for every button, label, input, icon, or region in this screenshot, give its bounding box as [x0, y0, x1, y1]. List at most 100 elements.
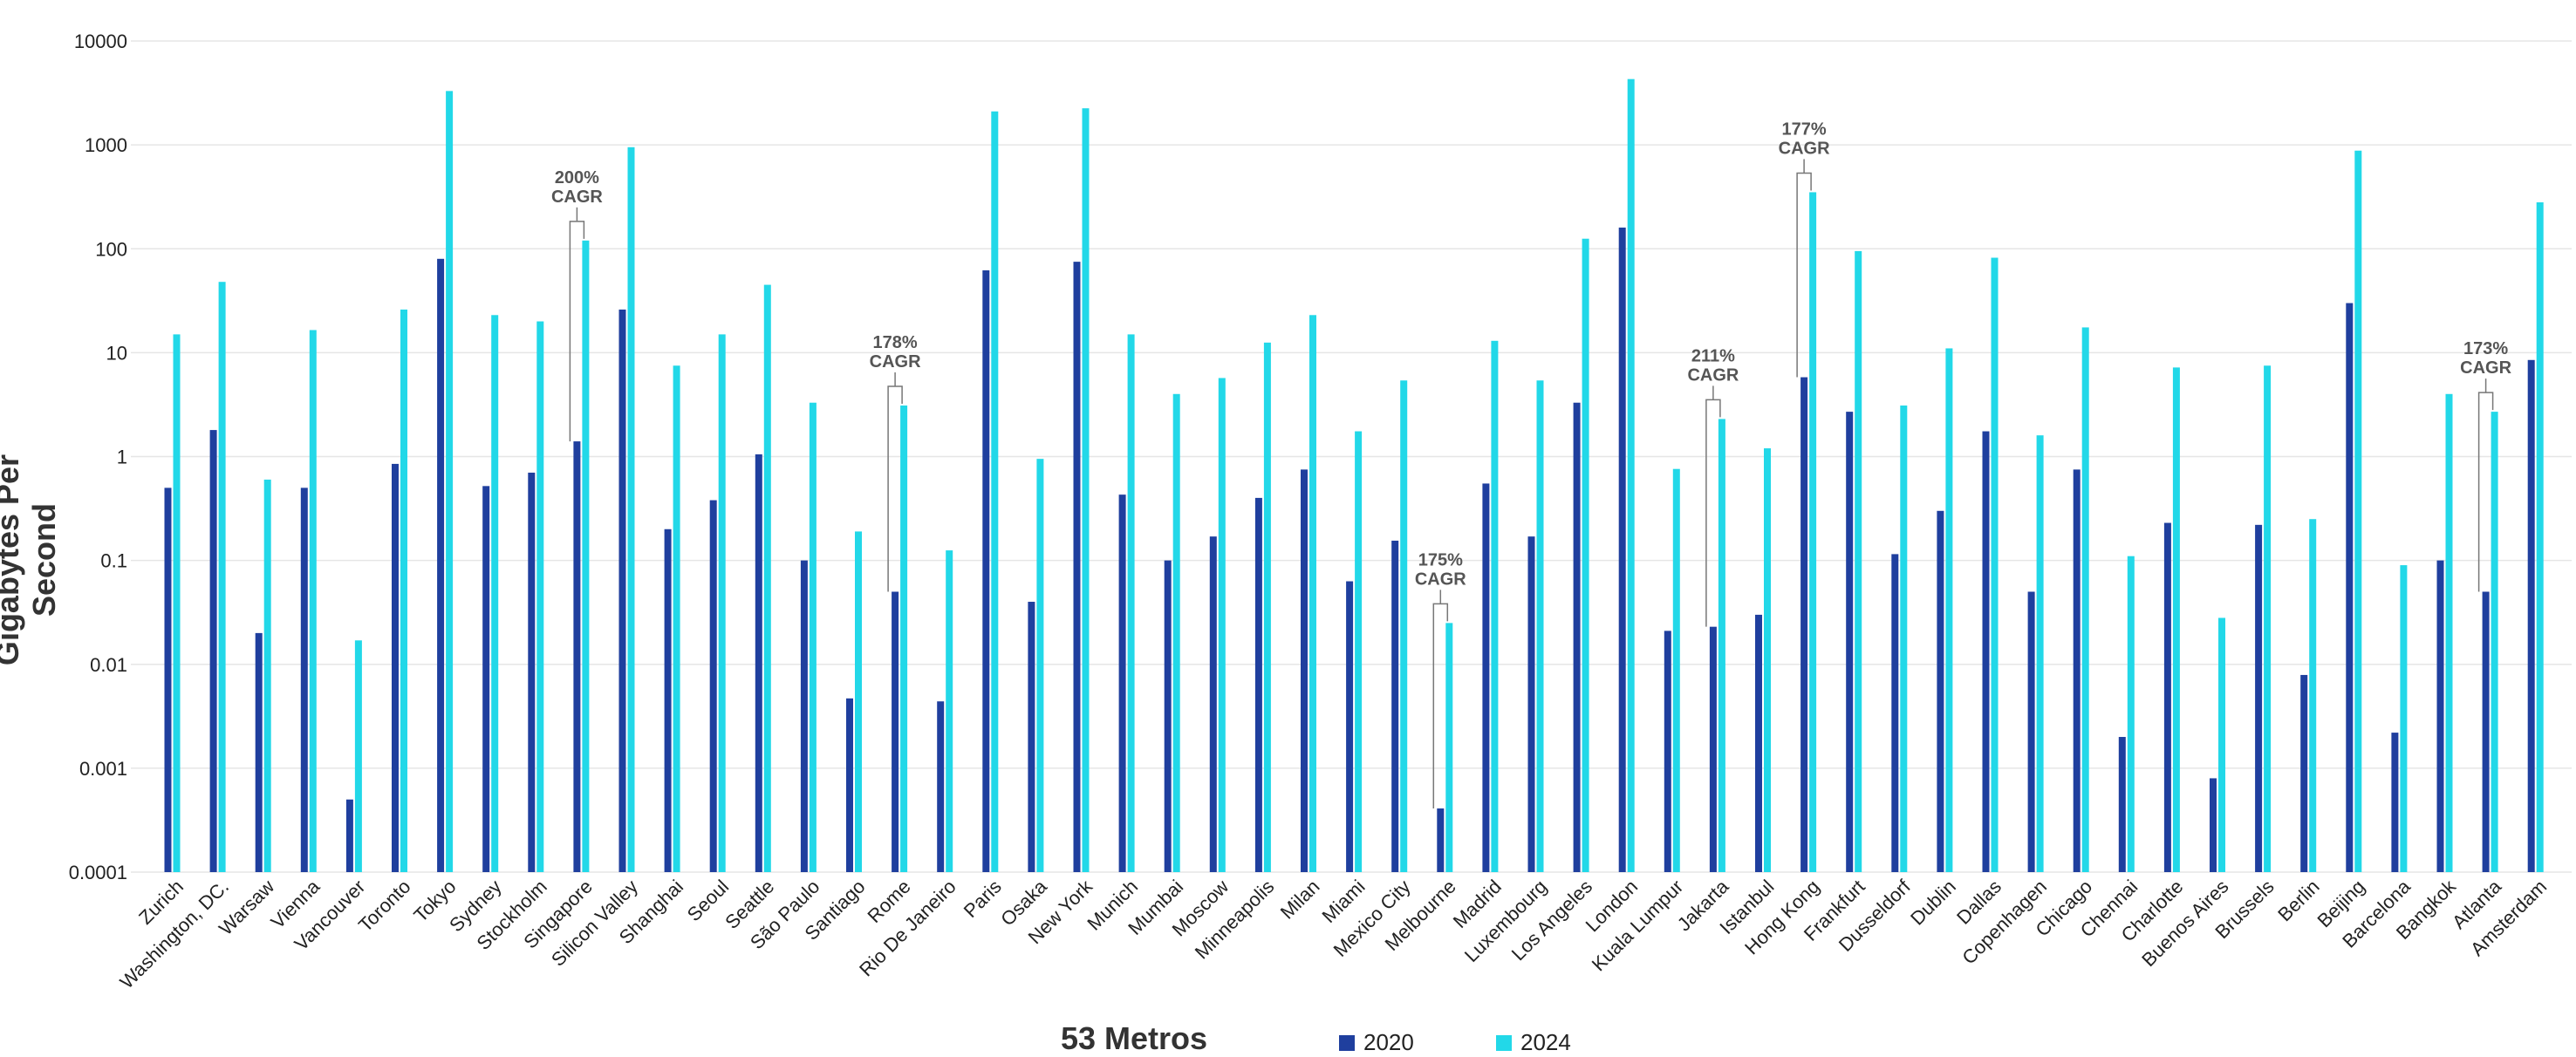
bar-2020 [345, 799, 353, 872]
bar-2020 [1164, 560, 1172, 872]
bar-2024 [1672, 468, 1680, 872]
x-tick-label: Toronto [354, 876, 415, 937]
bar-2024 [218, 282, 226, 872]
bar-2020 [1028, 602, 1035, 872]
bar-2024 [946, 550, 953, 872]
bar-2024 [582, 240, 590, 873]
bar-2020 [1937, 510, 1944, 872]
legend-item-2020: 2020 [1339, 1029, 1414, 1056]
cagr-label: CAGR [1779, 139, 1830, 158]
cagr-label: CAGR [551, 188, 603, 207]
bar-2024 [1945, 348, 1953, 872]
legend-item-2024: 2024 [1496, 1029, 1571, 1056]
bar-2020 [1891, 554, 1899, 872]
bar-2024 [446, 91, 454, 872]
bar-2024 [1900, 405, 1908, 872]
bar-2020 [2527, 359, 2535, 872]
bar-2024 [354, 640, 362, 872]
bar-2020 [892, 591, 899, 872]
cagr-label: CAGR [2460, 358, 2511, 378]
bar-2024 [309, 330, 317, 872]
bar-2024 [627, 147, 635, 872]
y-axis-ticks: 0.0001 0.001 0.01 0.1 1 10 100 1000 10000 [69, 31, 127, 883]
cagr-annotation: 175%CAGR [1415, 550, 1466, 809]
cagr-bracket [1705, 399, 1721, 627]
bar-2024 [1263, 342, 1271, 873]
bar-2020 [1346, 581, 1354, 872]
bar-2020 [1573, 402, 1581, 872]
bar-2024 [1536, 380, 1544, 872]
bar-2024 [809, 402, 817, 872]
bar-2020 [1437, 808, 1445, 872]
bar-2020 [2436, 560, 2444, 872]
y-axis-title: Gigabytes Per Second [0, 453, 62, 666]
bar-2024 [1445, 623, 1453, 872]
bar-2024 [991, 111, 999, 873]
y-tick-label: 100 [95, 238, 127, 260]
y-tick-label: 0.001 [79, 758, 127, 780]
bar-2024 [2036, 435, 2044, 872]
bar-2020 [1301, 469, 1308, 872]
cagr-bracket [569, 221, 585, 442]
bars [164, 78, 2544, 873]
cagr-percent: 175% [1418, 550, 1463, 569]
legend-swatch-2024 [1496, 1034, 1512, 1051]
bar-2020 [1982, 431, 1990, 872]
bar-2020 [1118, 494, 1126, 872]
bar-2020 [437, 258, 445, 872]
bar-2020 [2391, 733, 2399, 872]
bar-2020 [2300, 674, 2308, 872]
bar-2020 [1664, 631, 1671, 872]
bar-2024 [263, 479, 271, 872]
cagr-bracket [2477, 392, 2494, 592]
bar-2020 [982, 269, 990, 873]
bar-2020 [618, 309, 626, 873]
cagr-label: CAGR [1415, 569, 1466, 589]
cagr-annotation: 200%CAGR [551, 168, 603, 442]
y-tick-label: 10 [106, 342, 127, 364]
bar-2024 [1036, 459, 1044, 872]
bar-2024 [1764, 448, 1771, 872]
bar-2024 [2264, 365, 2272, 873]
bar-2024 [718, 334, 726, 872]
legend-label-2020: 2020 [1363, 1029, 1414, 1055]
cagr-percent: 211% [1691, 346, 1735, 365]
bar-2020 [2163, 522, 2171, 872]
bar-2024 [1400, 380, 1408, 872]
bar-2024 [491, 315, 499, 872]
cagr-annotation: 178%CAGR [870, 333, 921, 592]
bar-2020 [800, 560, 808, 872]
bar-2020 [2255, 524, 2263, 872]
bar-2020 [1846, 412, 1854, 873]
bar-2020 [2027, 591, 2035, 872]
bar-2024 [763, 284, 771, 873]
bar-2024 [1855, 250, 1862, 872]
bar-2020 [2073, 469, 2081, 872]
y-tick-label: 0.1 [100, 550, 127, 572]
x-tick-label: Milan [1276, 876, 1324, 924]
bar-2020 [392, 463, 399, 872]
cagr-percent: 200% [555, 168, 599, 188]
y-tick-label: 1 [117, 447, 127, 468]
bar-2020 [664, 528, 672, 872]
cagr-annotations: 200%CAGR178%CAGR175%CAGR211%CAGR177%CAGR… [551, 119, 2512, 809]
bar-2024 [2081, 327, 2089, 872]
bar-2020 [2346, 303, 2354, 872]
bar-2020 [709, 500, 717, 872]
bar-2024 [1309, 315, 1316, 872]
bar-2020 [573, 441, 581, 872]
cagr-percent: 178% [873, 333, 918, 352]
bar-2024 [173, 334, 181, 872]
cagr-bracket [1796, 172, 1812, 378]
bar-2020 [482, 486, 490, 872]
legend-swatch-2020 [1339, 1034, 1355, 1051]
y-tick-label: 0.0001 [69, 862, 127, 883]
bar-2020 [1209, 536, 1217, 872]
cagr-bracket [1432, 603, 1449, 809]
bar-2020 [1482, 483, 1490, 872]
bar-2024 [536, 321, 544, 873]
bar-2020 [300, 488, 308, 872]
bar-2024 [2354, 150, 2362, 872]
